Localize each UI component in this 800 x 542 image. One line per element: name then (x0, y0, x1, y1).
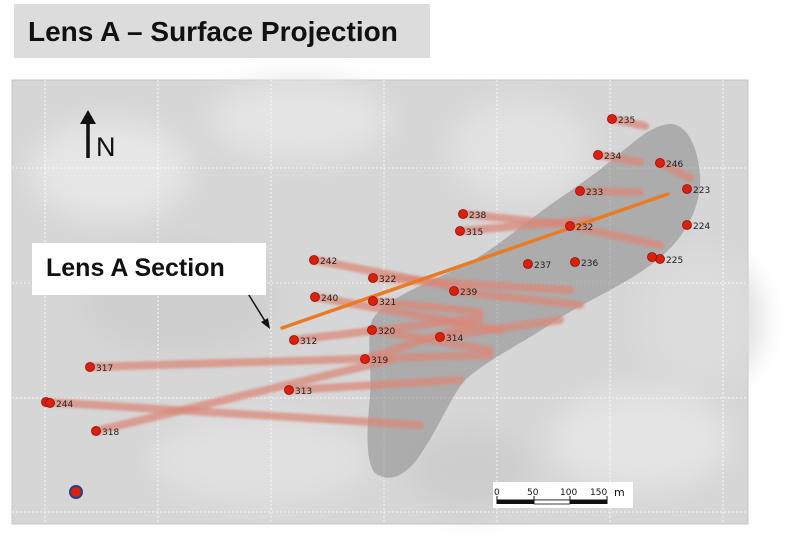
hole-label: 239 (460, 288, 477, 298)
hole-label: 225 (666, 256, 683, 266)
hole-label: 318 (102, 428, 119, 438)
collar-unlabelled-a[interactable] (647, 252, 657, 262)
collar-labels: 235 234 246 233 223 238 232 224 315 242 … (56, 116, 710, 438)
hole-label: 235 (618, 116, 635, 126)
section-callout-label: Lens A Section (46, 254, 225, 282)
collar-240[interactable] (310, 292, 320, 302)
scale-unit-label: m (614, 486, 625, 499)
hole-label: 238 (469, 211, 486, 221)
hole-label: 317 (96, 364, 113, 374)
collar-321[interactable] (368, 296, 378, 306)
collar-312[interactable] (289, 335, 299, 345)
collar-232[interactable] (565, 221, 575, 231)
scale-tick-label: 0 (494, 488, 500, 498)
collar-238[interactable] (458, 209, 468, 219)
collar-313[interactable] (284, 385, 294, 395)
collar-244[interactable] (45, 398, 55, 408)
collar-242[interactable] (309, 255, 319, 265)
hole-label: 246 (666, 160, 683, 170)
section-callout-arrow (246, 291, 270, 329)
hole-label: 224 (693, 222, 710, 232)
collar-234[interactable] (593, 150, 603, 160)
hole-label: 240 (321, 294, 338, 304)
hole-label: 233 (586, 188, 603, 198)
hole-label: 315 (466, 228, 483, 238)
scale-bar: 0 50 100 150 m (493, 482, 633, 508)
north-label: N (96, 132, 116, 162)
hole-label: 319 (371, 356, 388, 366)
hole-label: 242 (320, 257, 337, 267)
collar-314[interactable] (435, 332, 445, 342)
hole-label: 314 (446, 334, 463, 344)
drill-traces (42, 115, 694, 435)
collar-236[interactable] (570, 257, 580, 267)
collar-225[interactable] (655, 254, 665, 264)
collar-237[interactable] (523, 259, 533, 269)
hole-label: 232 (576, 223, 593, 233)
map-frame (11, 79, 760, 525)
collar-317[interactable] (85, 362, 95, 372)
collar-322[interactable] (368, 273, 378, 283)
collar-233[interactable] (575, 186, 585, 196)
collar-318[interactable] (91, 426, 101, 436)
hole-label: 223 (693, 186, 710, 196)
scale-tick-label: 150 (590, 488, 607, 498)
collar-224[interactable] (682, 220, 692, 230)
collar-320[interactable] (367, 325, 377, 335)
hole-label: 244 (56, 400, 73, 410)
hole-label: 237 (534, 261, 551, 271)
scale-tick-label: 100 (560, 488, 577, 498)
hole-label: 320 (378, 327, 395, 337)
collar-223[interactable] (682, 184, 692, 194)
drill-collars (41, 114, 692, 436)
hole-label: 312 (300, 337, 317, 347)
map-title: Lens A – Surface Projection (28, 16, 398, 47)
north-arrow-icon: N (80, 110, 116, 162)
lens-a-section-line (280, 192, 670, 330)
hole-label: 313 (295, 387, 312, 397)
collar-235[interactable] (607, 114, 617, 124)
hole-label: 234 (604, 152, 621, 162)
section-callout-box: Lens A Section (32, 243, 266, 295)
collar-315[interactable] (455, 226, 465, 236)
hole-label: 322 (379, 275, 396, 285)
title-box: Lens A – Surface Projection (14, 4, 430, 58)
legend-collar-marker-icon (69, 485, 83, 499)
hole-label: 321 (379, 298, 396, 308)
scale-tick-label: 50 (527, 488, 539, 498)
collar-239[interactable] (449, 286, 459, 296)
hole-label: 236 (581, 259, 598, 269)
collar-246[interactable] (655, 158, 665, 168)
collar-319[interactable] (360, 354, 370, 364)
